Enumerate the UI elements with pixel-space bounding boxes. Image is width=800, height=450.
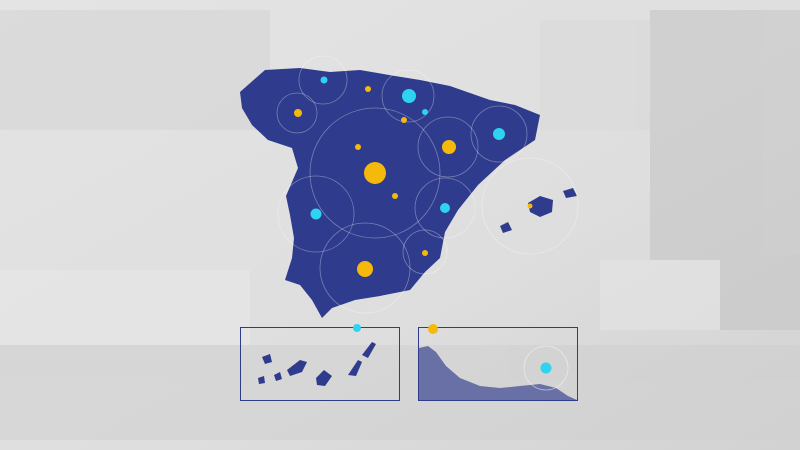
inset-frame [240, 327, 400, 401]
dot [355, 144, 361, 150]
dot [402, 89, 416, 103]
north-africa-inset [418, 324, 578, 401]
island [316, 370, 332, 386]
island [528, 196, 553, 217]
panel [0, 10, 270, 130]
balearic-islands [500, 188, 577, 233]
dot [294, 109, 302, 117]
island [262, 354, 272, 364]
range-circles [276, 55, 579, 314]
circle [381, 69, 435, 123]
dot [357, 261, 373, 277]
dot [365, 86, 371, 92]
circle [298, 55, 348, 105]
dot [310, 208, 322, 220]
dot [392, 193, 398, 199]
dot [428, 324, 438, 334]
circle [481, 157, 579, 255]
panel [600, 260, 720, 330]
circle [276, 92, 318, 134]
island [362, 342, 376, 358]
dot [442, 140, 456, 154]
island [348, 360, 362, 376]
island [563, 188, 577, 198]
island [274, 372, 282, 381]
panel [540, 20, 650, 130]
dot [422, 250, 428, 256]
dot [527, 203, 533, 209]
island [500, 222, 512, 233]
circle [417, 116, 479, 178]
canary-inset [240, 324, 400, 401]
dot [320, 76, 328, 84]
island [287, 360, 307, 376]
spain-mainland [240, 68, 540, 318]
panel [0, 270, 250, 350]
dot [493, 128, 505, 140]
islands [258, 342, 376, 386]
dots [294, 76, 533, 277]
circle [309, 107, 441, 239]
dot [422, 109, 428, 115]
island [258, 376, 265, 384]
circle [523, 345, 569, 391]
circle [277, 175, 355, 253]
dot [440, 203, 450, 213]
dot [364, 162, 386, 184]
dot [353, 324, 361, 332]
circle [414, 177, 476, 239]
circle [319, 222, 411, 314]
dot [401, 117, 407, 123]
inset-frame [418, 327, 578, 401]
coast [419, 346, 577, 400]
circle [402, 229, 448, 275]
dot [540, 362, 552, 374]
circle [470, 105, 528, 163]
